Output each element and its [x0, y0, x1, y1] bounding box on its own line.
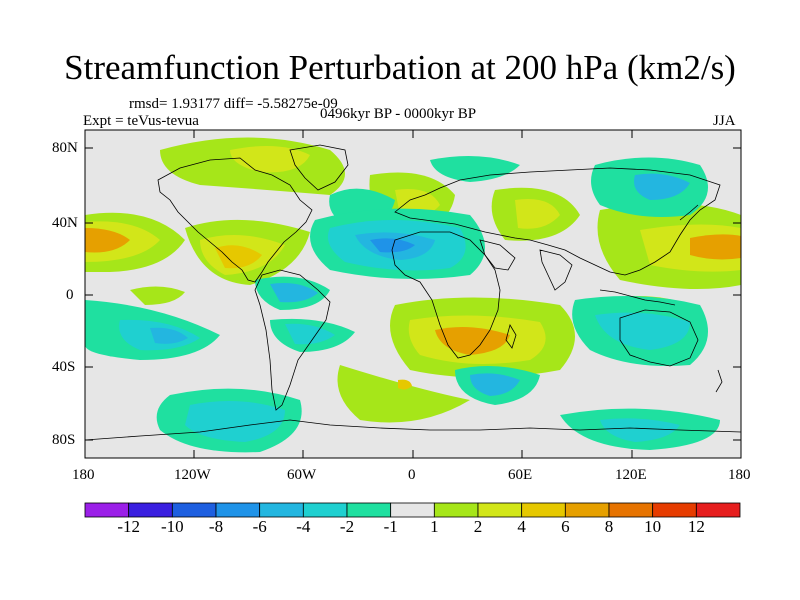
coast-madagascar: [505, 323, 517, 349]
coastlines: [85, 144, 741, 441]
negative-anomaly-atlantic-africa-deep: [370, 238, 415, 253]
colorbar-label: 2: [473, 517, 483, 536]
negative-anomaly-south-atlantic-core: [285, 323, 335, 345]
coast-japan: [679, 204, 699, 221]
colorbar-swatch: [390, 502, 435, 518]
colorbar-label: -10: [160, 517, 184, 536]
coast-greenland: [289, 144, 349, 191]
coast-europe-asia: [394, 167, 721, 276]
positive-anomaly-southern-ocean: [337, 365, 470, 423]
colorbar-label: 1: [430, 517, 439, 536]
colorbar-swatch: [521, 502, 566, 518]
coast-north-america: [157, 157, 313, 283]
colorbar-swatch: [84, 502, 130, 518]
colorbar-label: -8: [208, 517, 224, 536]
x-tick-label: 120E: [615, 467, 647, 483]
y-tick-label: 40N: [52, 215, 78, 231]
negative-anomaly-south-pacific-west-deep: [150, 327, 188, 344]
contour-fields: [85, 137, 741, 453]
positive-anomaly-n-pacific-west-core: [85, 228, 130, 253]
positive-anomaly-south-pacific-east: [130, 286, 185, 305]
positive-anomaly-southern-africa-core: [435, 326, 510, 355]
axis-ticks: [84, 130, 742, 458]
coast-arabia: [479, 239, 516, 271]
colorbar-label: -1: [383, 517, 398, 536]
x-tick-label: 60W: [287, 467, 317, 483]
colorbar-label: -2: [339, 517, 355, 536]
y-tick-label: 80N: [52, 140, 78, 156]
positive-anomaly-mexico: [215, 245, 262, 269]
x-tick-label: 120W: [174, 467, 211, 483]
positive-anomaly-siberia-core: [515, 199, 560, 229]
negative-anomaly-southern-indian-core: [470, 373, 520, 396]
colorbar-label: 10: [644, 517, 662, 536]
colorbar-label: 6: [561, 517, 570, 536]
colorbar-swatch: [171, 502, 217, 518]
positive-anomaly-southern-ocean-dot: [398, 379, 412, 390]
negative-anomaly-indian-ocean-core: [595, 312, 690, 350]
y-tick-label: 40S: [52, 359, 76, 375]
negative-anomaly-central-asia: [430, 156, 520, 182]
colorbar-swatch: [695, 502, 741, 518]
y-tick-label: 0: [66, 287, 74, 303]
experiment-label: Expt = teVus-tevua: [83, 113, 199, 129]
coast-new-zealand: [715, 369, 723, 393]
x-tick-label: 180: [728, 467, 751, 483]
colorbar-swatch: [302, 502, 348, 518]
positive-anomaly-pacific-east-core: [690, 234, 741, 260]
plot-title: Streamfunction Perturbation at 200 hPa (…: [64, 48, 736, 87]
x-tick-label: 0: [408, 467, 416, 483]
x-tick-label: 180: [72, 467, 95, 483]
x-tick-label: 60E: [508, 467, 533, 483]
colorbar-swatch: [128, 502, 173, 518]
colorbar-label: 8: [604, 517, 614, 536]
colorbar-swatch: [346, 502, 392, 518]
negative-anomaly-antarctic-core: [185, 401, 285, 442]
colorbar-swatch: [433, 502, 479, 518]
colorbar-label: -12: [117, 517, 140, 536]
negative-anomaly-east-asia-core: [634, 173, 690, 200]
colorbar-label: 4: [517, 517, 526, 536]
period-label: 0496kyr BP - 0000kyr BP: [320, 106, 477, 122]
coast-indonesia: [599, 289, 676, 306]
season-label: JJA: [713, 113, 736, 129]
coast-antarctica: [85, 419, 741, 441]
coast-australia: [619, 309, 699, 367]
colorbar-label: -4: [296, 517, 311, 536]
coast-india: [539, 249, 573, 291]
y-tick-label: 80S: [52, 432, 76, 448]
negative-anomaly-antarctic-east-core: [600, 418, 680, 442]
colorbar: [84, 502, 741, 518]
colorbar-swatch: [477, 502, 523, 518]
colorbar-swatch: [215, 502, 261, 518]
stats-line: rmsd= 1.93177 diff= -5.58275e-09: [129, 96, 338, 112]
negative-anomaly-south-america-core: [270, 283, 318, 303]
colorbar-swatch: [652, 502, 697, 518]
colorbar-swatch: [564, 502, 610, 518]
colorbar-swatch: [259, 502, 304, 518]
colorbar-label: -6: [252, 517, 267, 536]
coast-south-america: [254, 269, 331, 411]
colorbar-label: 12: [687, 517, 705, 536]
coast-africa: [391, 231, 501, 359]
colorbar-swatch: [608, 502, 654, 518]
